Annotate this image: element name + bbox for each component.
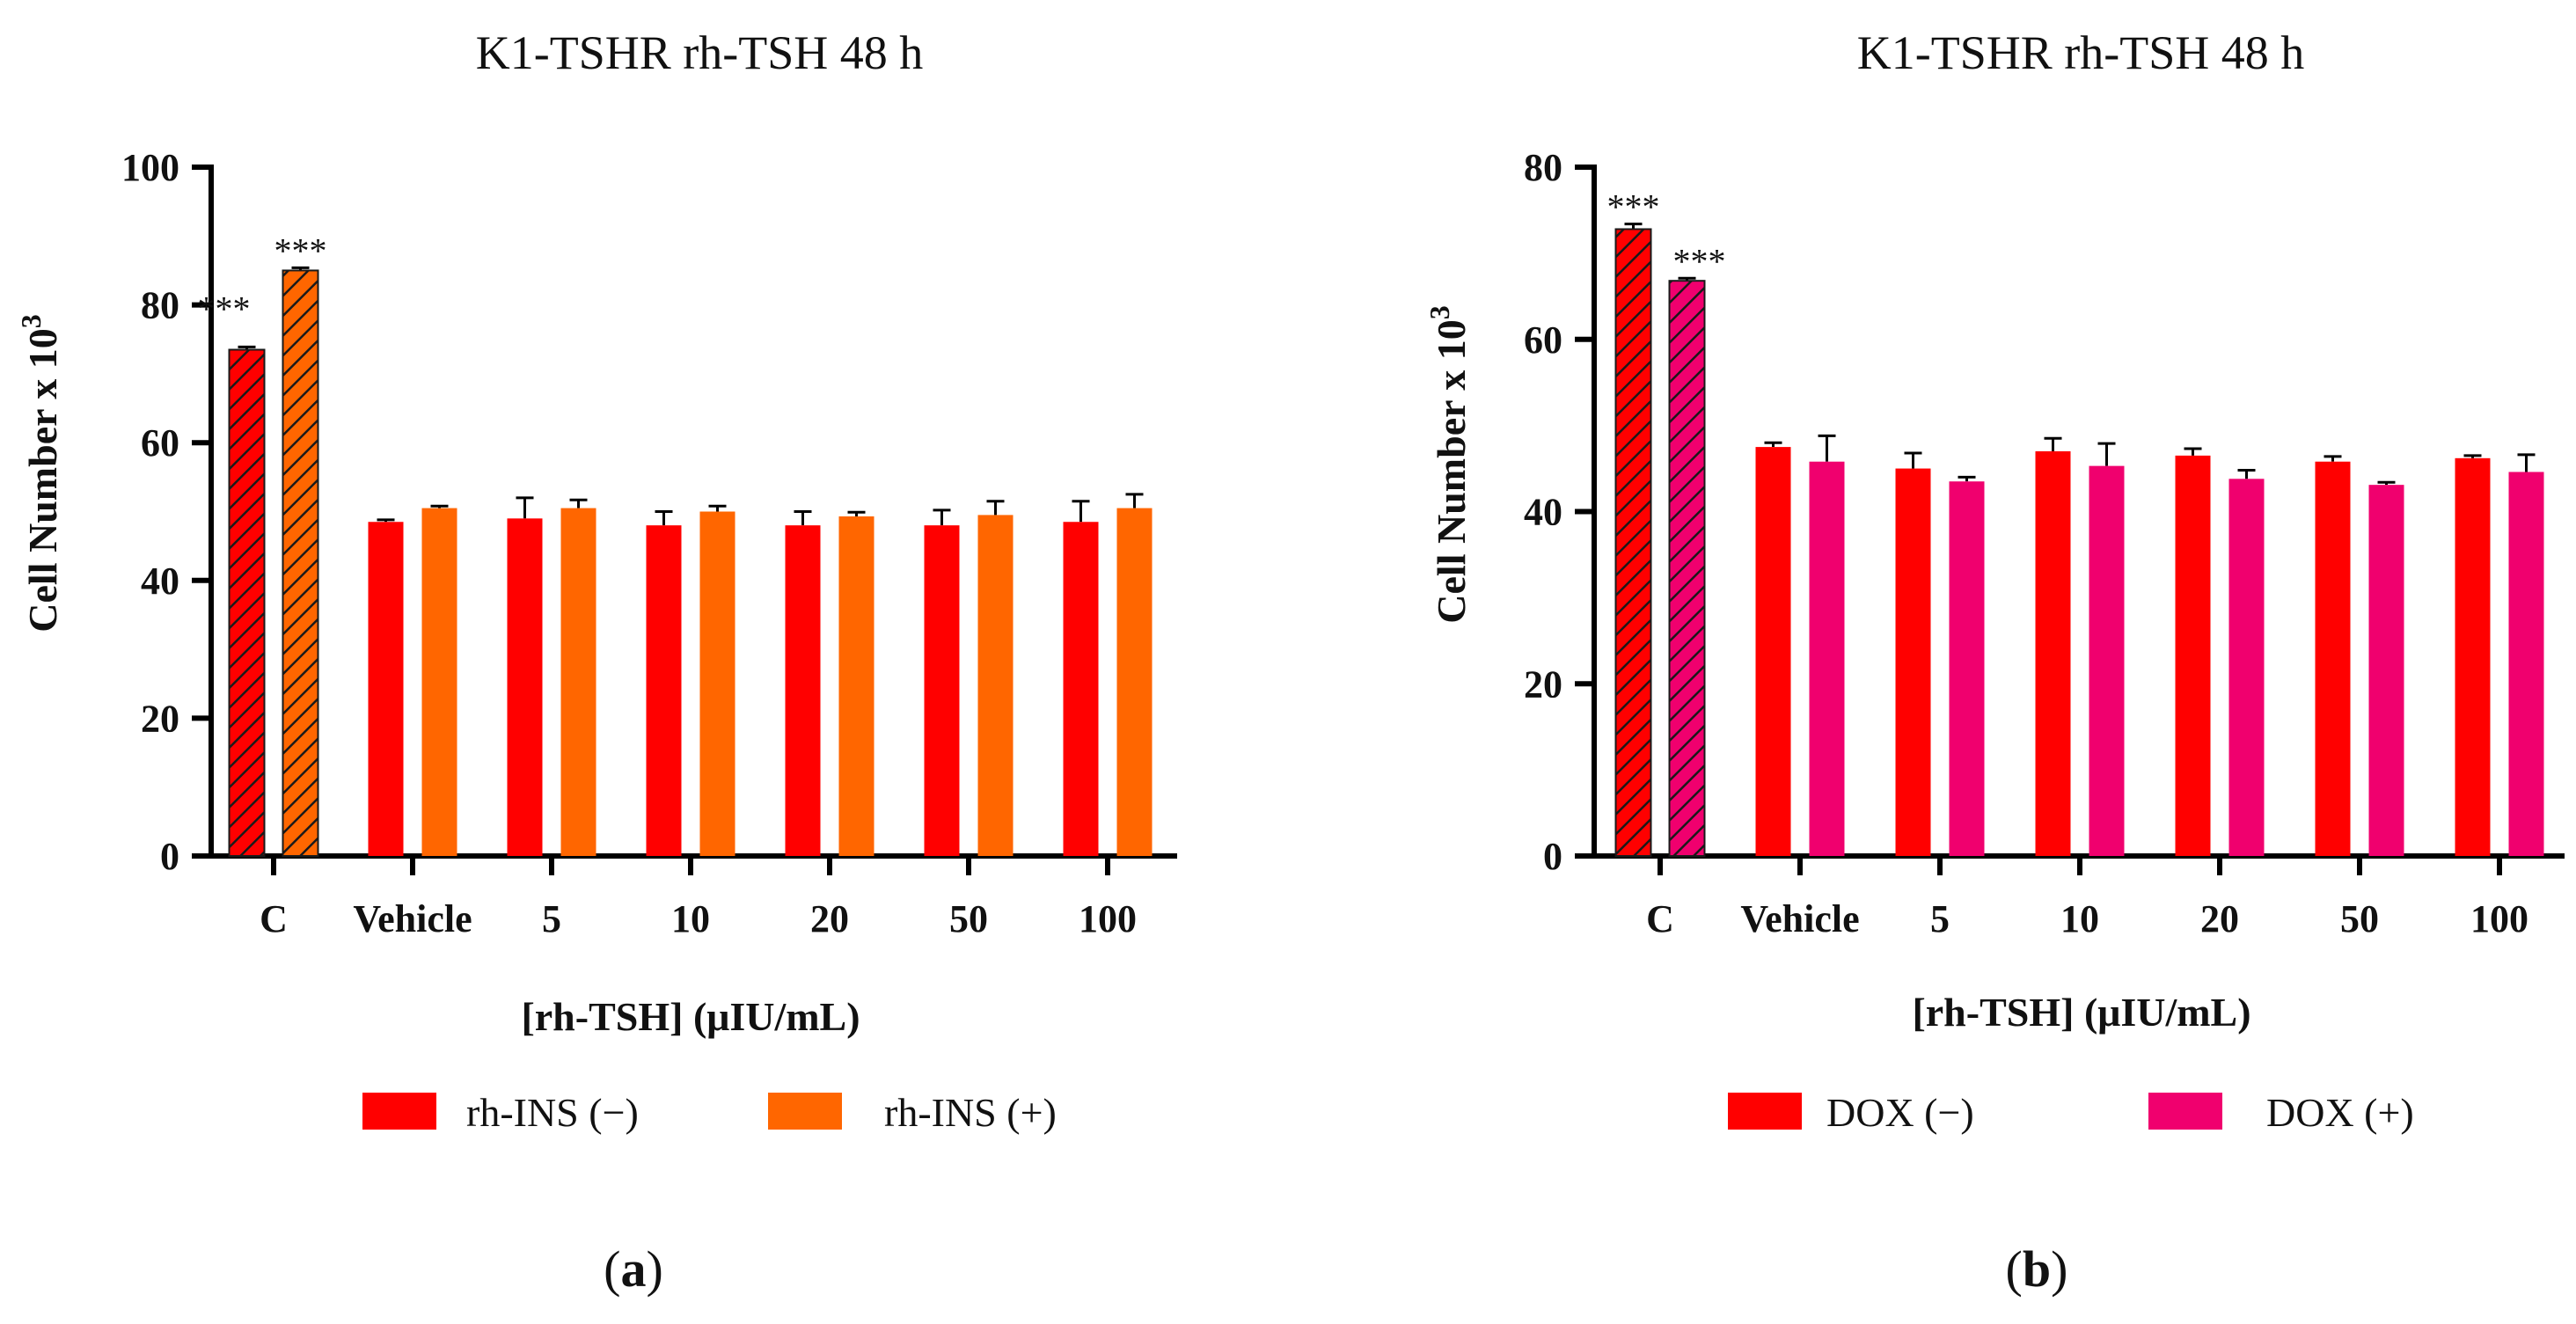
bar-series-1-20	[2175, 455, 2211, 856]
y-tick-label: 40	[1524, 491, 1562, 534]
y-tick-label: 0	[160, 835, 179, 878]
legend-swatch-series-1	[1728, 1093, 1802, 1130]
bar-series-1-50	[2315, 461, 2351, 856]
bar-series-2-100	[1116, 508, 1153, 856]
y-tick-label: 80	[1524, 146, 1562, 189]
bar-series-2-Vehicle	[421, 508, 457, 856]
legend-label-series-2: rh-INS (+)	[884, 1090, 1057, 1135]
y-tick-label: 60	[141, 421, 179, 464]
y-tick-label: 60	[1524, 318, 1562, 362]
legend-swatch-series-1	[362, 1093, 436, 1130]
x-axis-label: [rh-TSH] (μIU/mL)	[1912, 990, 2250, 1035]
y-tick-label: 80	[141, 284, 179, 327]
x-tick-label: 10	[2060, 897, 2099, 940]
x-tick-label: 10	[671, 897, 710, 940]
bar-series-2-10	[699, 511, 735, 856]
legend-label-series-1: rh-INS (−)	[466, 1090, 639, 1135]
bar-series-1-20	[785, 525, 821, 856]
legend-label-series-2: DOX (+)	[2266, 1090, 2414, 1135]
x-tick-label: 20	[810, 897, 849, 940]
x-tick-label: 50	[2340, 897, 2379, 940]
bar-series-1-Vehicle	[368, 522, 404, 856]
bar-series-1-5	[507, 518, 543, 856]
bar-series-2-100	[2508, 472, 2544, 856]
x-tick-label: Vehicle	[1740, 897, 1859, 940]
bar-series-2-10	[2089, 465, 2125, 856]
y-axis-label-superscript: 3	[1423, 305, 1455, 319]
significance-label: ***	[1673, 241, 1726, 281]
x-tick-label: 5	[1930, 897, 1950, 940]
bar-series-1-10	[2035, 450, 2071, 856]
y-tick-label: 40	[141, 560, 179, 603]
bar-series-2-50	[2368, 485, 2404, 856]
bar-series-1-10	[646, 525, 682, 856]
legend-label-series-1: DOX (−)	[1826, 1090, 1974, 1135]
panel-label-letter: a	[621, 1240, 647, 1298]
chart-title: K1-TSHR rh-TSH 48 h	[476, 26, 924, 79]
y-axis-label: Cell Number x 103	[15, 314, 65, 632]
x-tick-label: 5	[542, 897, 561, 940]
x-axis-label: [rh-TSH] (μIU/mL)	[521, 994, 860, 1039]
x-tick-label: 50	[949, 897, 988, 940]
bar-series-1-5	[1895, 468, 1931, 856]
panel-label-letter: b	[2023, 1240, 2051, 1298]
bar-hatch-overlay	[1668, 280, 1706, 857]
significance-label: ***	[274, 230, 327, 270]
bar-hatch-overlay	[228, 348, 266, 857]
bar-series-2-50	[977, 515, 1014, 856]
significance-label: ***	[1607, 187, 1660, 227]
bar-hatch-overlay	[1614, 228, 1652, 858]
panel-label: (a)	[604, 1240, 663, 1298]
bar-series-2-20	[838, 516, 875, 856]
significance-label: ***	[198, 289, 251, 328]
y-tick-label: 0	[1543, 835, 1562, 878]
legend: DOX (−) DOX (+)	[1728, 1090, 2414, 1135]
legend-swatch-series-2	[2148, 1093, 2222, 1130]
y-axis-label: Cell Number x 103	[1423, 305, 1474, 623]
y-tick-label: 20	[141, 697, 179, 740]
y-axis-label-text: Cell Number x 10	[1429, 319, 1474, 623]
legend: rh-INS (−) rh-INS (+)	[362, 1090, 1057, 1135]
y-axis-label-superscript: 3	[15, 314, 47, 328]
bar-series-1-Vehicle	[1755, 447, 1791, 856]
bar-series-1-50	[924, 525, 960, 856]
x-tick-label: C	[1646, 897, 1674, 940]
bar-series-1-100	[2455, 457, 2491, 856]
chart-title: K1-TSHR rh-TSH 48 h	[1857, 26, 2305, 79]
bar-hatch-overlay	[282, 269, 319, 857]
plot-area: 0 20 40 60 80 C Vehicle 5 10 20 50 100 *** ***	[1524, 146, 2565, 940]
x-tick-label: 20	[2200, 897, 2239, 940]
bar-series-2-Vehicle	[1809, 461, 1845, 856]
x-tick-label: 100	[2470, 897, 2528, 940]
bar-series-2-5	[560, 508, 596, 856]
y-tick-label: 20	[1524, 662, 1562, 706]
bar-series-2-5	[1949, 481, 1985, 856]
y-axis-label-text: Cell Number x 10	[20, 328, 65, 632]
x-tick-label: 100	[1079, 897, 1137, 940]
legend-swatch-series-2	[768, 1093, 842, 1130]
plot-area: 0 20 40 60 80 100 C Vehicle 5 10 20 50 100 *** ***	[121, 146, 1177, 940]
y-tick-label: 100	[121, 146, 179, 189]
x-tick-label: Vehicle	[353, 897, 472, 940]
bar-series-2-20	[2228, 479, 2265, 856]
bar-series-1-100	[1063, 522, 1099, 856]
x-tick-label: C	[260, 897, 288, 940]
panel-b: K1-TSHR rh-TSH 48 h 0 20 40 60 80 C Vehicle 5 10…	[1423, 26, 2565, 1298]
panel-label: (b)	[2006, 1240, 2068, 1298]
panel-a: K1-TSHR rh-TSH 48 h 0 20 40 60 80 100 C Vehicle…	[15, 26, 1177, 1298]
